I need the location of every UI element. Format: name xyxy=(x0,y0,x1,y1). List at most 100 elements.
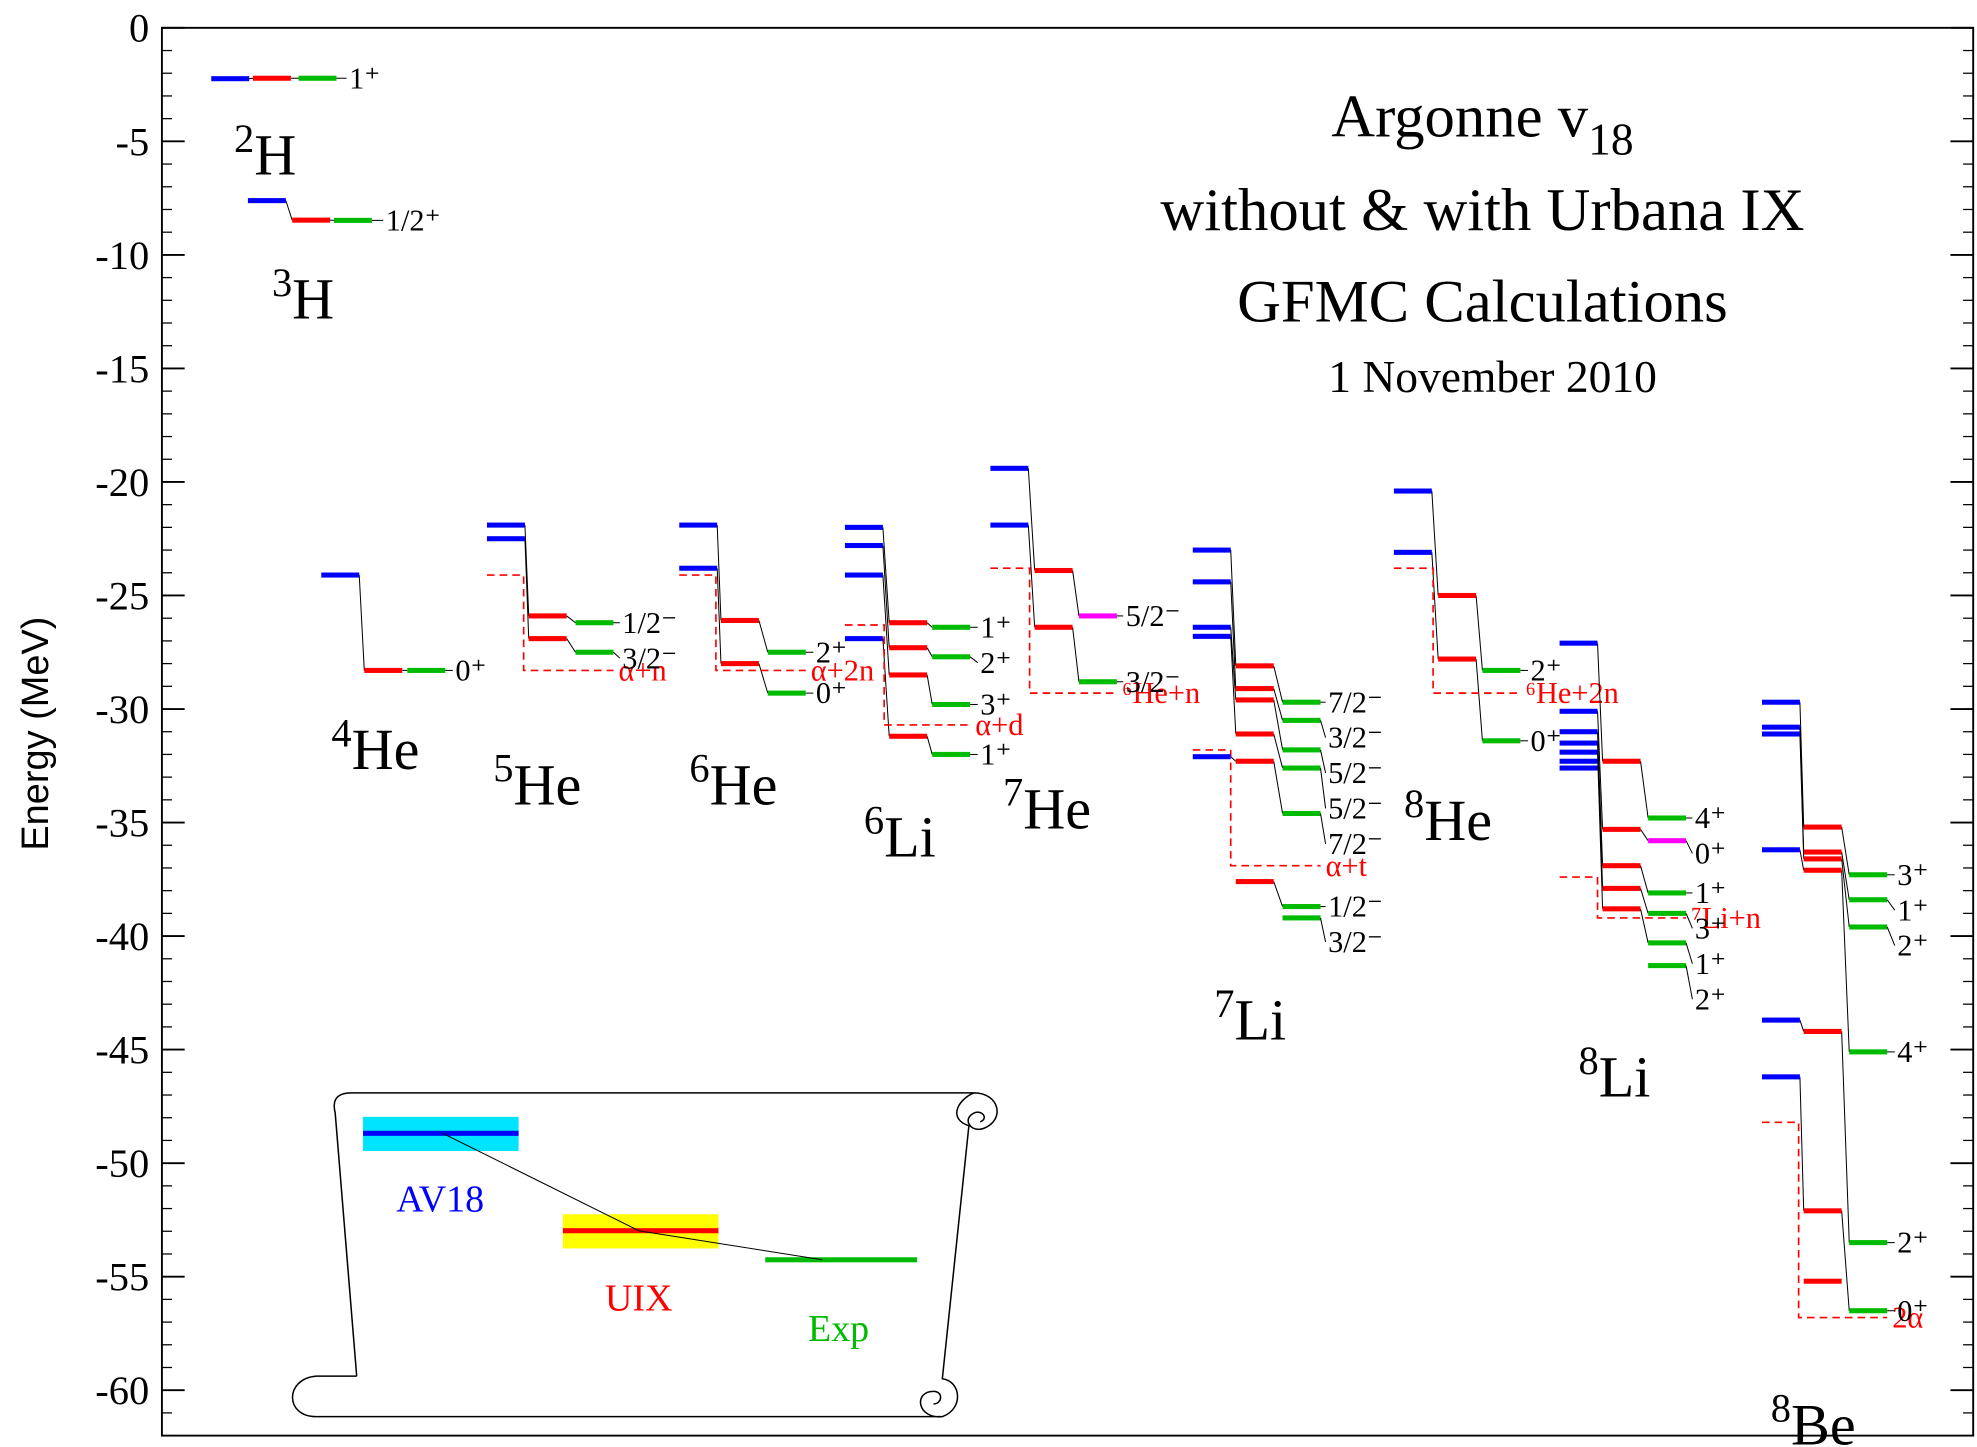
connector xyxy=(1799,702,1805,828)
subtitle: 1 November 2010 xyxy=(1328,351,1657,402)
av18-level xyxy=(1192,754,1231,760)
exp-level xyxy=(1849,1308,1888,1314)
threshold-label: α+2n xyxy=(811,654,874,688)
exp-level xyxy=(1849,1049,1888,1055)
uix-level xyxy=(1602,906,1641,912)
connector xyxy=(1230,581,1237,689)
spin-label: 3⁺ xyxy=(1897,858,1928,892)
threshold xyxy=(486,574,614,672)
exp-level xyxy=(1648,910,1687,916)
av18-level xyxy=(1559,640,1598,646)
exp-level xyxy=(1849,897,1888,903)
spin-label: 5/2⁻ xyxy=(1328,792,1383,826)
connector xyxy=(882,545,890,648)
uix-level xyxy=(1803,1278,1842,1284)
av18-level xyxy=(1559,740,1598,746)
connector xyxy=(926,736,933,755)
y-tick-label: 0 xyxy=(129,6,149,51)
exp-level xyxy=(767,649,806,655)
y-tick-label: -40 xyxy=(95,914,149,959)
uix-level xyxy=(1235,758,1274,764)
exp-level xyxy=(767,690,806,696)
connector xyxy=(1841,851,1850,900)
nucleus-mass: 2 xyxy=(234,116,254,161)
uix-level xyxy=(1438,656,1477,662)
exp-level xyxy=(407,667,446,673)
exp-level xyxy=(932,654,971,660)
threshold xyxy=(844,624,971,726)
label-leader xyxy=(1320,917,1327,943)
threshold-label: ⁷Li+n xyxy=(1691,901,1761,935)
label-leader xyxy=(1685,840,1693,854)
threshold-label: α+d xyxy=(975,708,1023,742)
av18-level xyxy=(486,522,525,528)
connector xyxy=(1597,711,1604,830)
connector xyxy=(1841,827,1850,875)
uix-level xyxy=(1235,697,1274,703)
exp-level xyxy=(1282,810,1321,816)
exp-level xyxy=(1849,924,1888,930)
spin-label: 3/2⁻ xyxy=(1328,721,1383,755)
spin-label: 2⁺ xyxy=(1897,929,1928,963)
y-tick-label: -20 xyxy=(95,460,149,505)
label-leader xyxy=(613,651,621,659)
av18-level xyxy=(1761,1074,1800,1080)
spin-label: 1⁺ xyxy=(980,738,1011,772)
av18-level xyxy=(486,536,525,542)
connector xyxy=(1597,643,1604,762)
uix-level xyxy=(1803,856,1842,862)
legend-label: UIX xyxy=(605,1277,672,1319)
connector xyxy=(566,615,576,624)
nucleus-label: 6Li xyxy=(864,798,936,870)
connector xyxy=(1027,525,1036,628)
y-tick-label: -10 xyxy=(95,233,149,278)
uix-level xyxy=(1602,885,1641,891)
label-leader xyxy=(1886,926,1896,946)
nucleus-symbol: He xyxy=(710,752,778,817)
y-tick-label: -35 xyxy=(95,800,149,845)
connector xyxy=(1640,865,1649,894)
nucleus-label: 8Be xyxy=(1771,1386,1856,1447)
connector xyxy=(1799,1019,1805,1032)
av18-level xyxy=(1192,624,1231,630)
connector xyxy=(524,538,530,639)
spin-label: 1/2⁻ xyxy=(1328,890,1383,924)
nucleus-mass: 6 xyxy=(864,798,884,843)
spin-label: 0⁺ xyxy=(1530,724,1561,758)
exp-level xyxy=(1282,765,1321,771)
nucleus-symbol: He xyxy=(352,717,420,782)
uix-level xyxy=(1235,879,1274,885)
connector xyxy=(1841,870,1850,1052)
connector xyxy=(1072,570,1080,616)
av18-level xyxy=(844,524,883,530)
spin-label: 3⁺ xyxy=(980,688,1011,722)
spin-label: 3/2⁻ xyxy=(622,641,677,675)
av18-level xyxy=(844,636,883,642)
connector xyxy=(1072,627,1080,682)
spin-label: 1⁺ xyxy=(1897,893,1928,927)
connector xyxy=(1230,627,1237,700)
av18-level xyxy=(990,522,1029,528)
nucleus-symbol: Be xyxy=(1791,1392,1856,1447)
exp-level xyxy=(932,701,971,708)
connector xyxy=(882,527,890,623)
nucleus-mass: 7 xyxy=(1214,981,1234,1026)
legend-label: Exp xyxy=(808,1308,869,1350)
exp-level xyxy=(1648,838,1687,844)
connector xyxy=(1230,550,1237,666)
av18-level xyxy=(1761,724,1800,730)
threshold-label: ⁶He+n xyxy=(1122,676,1200,710)
connector xyxy=(758,663,769,694)
av18-level xyxy=(679,565,718,571)
spin-label: 1/2⁺ xyxy=(386,203,441,237)
spin-label: 1⁺ xyxy=(1695,947,1726,981)
av18-level xyxy=(1761,731,1800,737)
spin-label: 0⁺ xyxy=(1695,837,1726,871)
spin-label: 3/2⁻ xyxy=(1126,665,1181,699)
nucleus-label: 6He xyxy=(689,746,777,818)
nucleus-symbol: He xyxy=(1023,776,1091,841)
av18-level xyxy=(1559,765,1598,771)
exp-level xyxy=(1482,738,1521,744)
connector xyxy=(1640,908,1649,944)
connector xyxy=(926,674,933,705)
